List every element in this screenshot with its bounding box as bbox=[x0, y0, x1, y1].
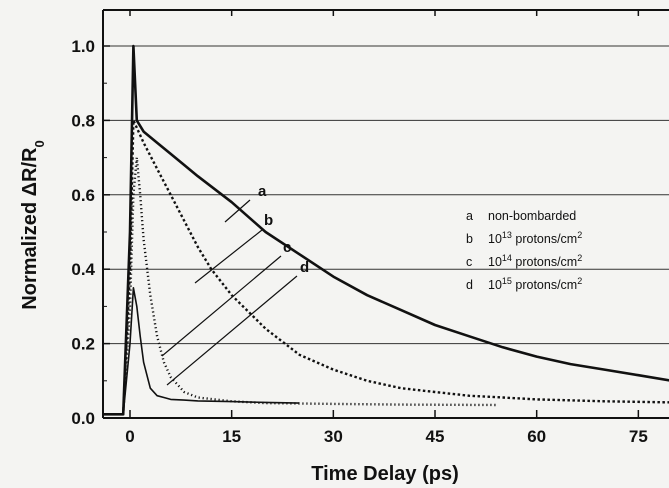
x-axis-title: Time Delay (ps) bbox=[311, 463, 458, 485]
legend-entry-a: non-bombarded bbox=[488, 209, 576, 223]
legend-key-d: d bbox=[466, 278, 473, 292]
annotation-leader-d bbox=[166, 275, 298, 386]
grid bbox=[103, 45, 669, 345]
series-line-a bbox=[103, 44, 669, 416]
y-axis-title-main: Normalized bbox=[19, 196, 41, 309]
legend-base: 10 bbox=[488, 278, 502, 292]
axes: 0.00.20.40.60.81.00153045607590 bbox=[71, 9, 669, 446]
annotation-leader-c bbox=[161, 255, 282, 357]
legend-exponent: 14 bbox=[502, 253, 512, 263]
legend-unit-exponent: 2 bbox=[577, 276, 582, 286]
legend-base: 10 bbox=[488, 232, 502, 246]
annotation-label-b: b bbox=[264, 212, 273, 229]
legend-exponent: 15 bbox=[502, 276, 512, 286]
legend-base: 10 bbox=[488, 255, 502, 269]
annotation-label-d: d bbox=[300, 259, 309, 276]
series-line-d bbox=[103, 287, 300, 416]
annotation-leader-b bbox=[194, 229, 263, 284]
x-tick-label: 45 bbox=[426, 427, 445, 446]
legend-unit: protons/cm bbox=[512, 255, 577, 269]
annotation-label-a: a bbox=[258, 183, 267, 200]
y-tick-label: 0.4 bbox=[71, 260, 95, 279]
y-tick-label: 1.0 bbox=[71, 37, 95, 56]
legend-key-b: b bbox=[466, 232, 473, 246]
legend-unit: protons/cm bbox=[512, 278, 577, 292]
y-tick-label: 0.0 bbox=[71, 409, 95, 428]
legend-exponent: 13 bbox=[502, 230, 512, 240]
x-tick-label: 30 bbox=[324, 427, 343, 446]
y-tick-label: 0.2 bbox=[71, 335, 95, 354]
x-tick-label: 15 bbox=[222, 427, 241, 446]
legend-unit-exponent: 2 bbox=[577, 253, 582, 263]
y-axis-title-sub: 0 bbox=[32, 140, 47, 147]
y-tick-label: 0.8 bbox=[71, 111, 95, 130]
series-layer bbox=[103, 44, 669, 416]
series-line-b bbox=[103, 119, 669, 416]
annotation-leader-a bbox=[224, 199, 251, 223]
series-line-c bbox=[103, 156, 497, 416]
y-axis-title-delta: ΔR/R bbox=[19, 147, 41, 196]
legend-unit-exponent: 2 bbox=[577, 230, 582, 240]
legend-entry-d: 1015 protons/cm2 bbox=[488, 276, 582, 292]
legend-entry-c: 1014 protons/cm2 bbox=[488, 253, 582, 269]
legend-key-a: a bbox=[466, 209, 473, 223]
legend-unit: protons/cm bbox=[512, 232, 577, 246]
x-tick-label: 75 bbox=[629, 427, 648, 446]
y-axis-title: Normalized ΔR/R0 bbox=[19, 140, 47, 309]
y-tick-label: 0.6 bbox=[71, 186, 95, 205]
x-tick-label: 60 bbox=[527, 427, 546, 446]
legend-key-c: c bbox=[466, 255, 472, 269]
legend-entry-b: 1013 protons/cm2 bbox=[488, 230, 582, 246]
x-tick-label: 0 bbox=[125, 427, 134, 446]
annotation-label-c: c bbox=[283, 239, 291, 256]
